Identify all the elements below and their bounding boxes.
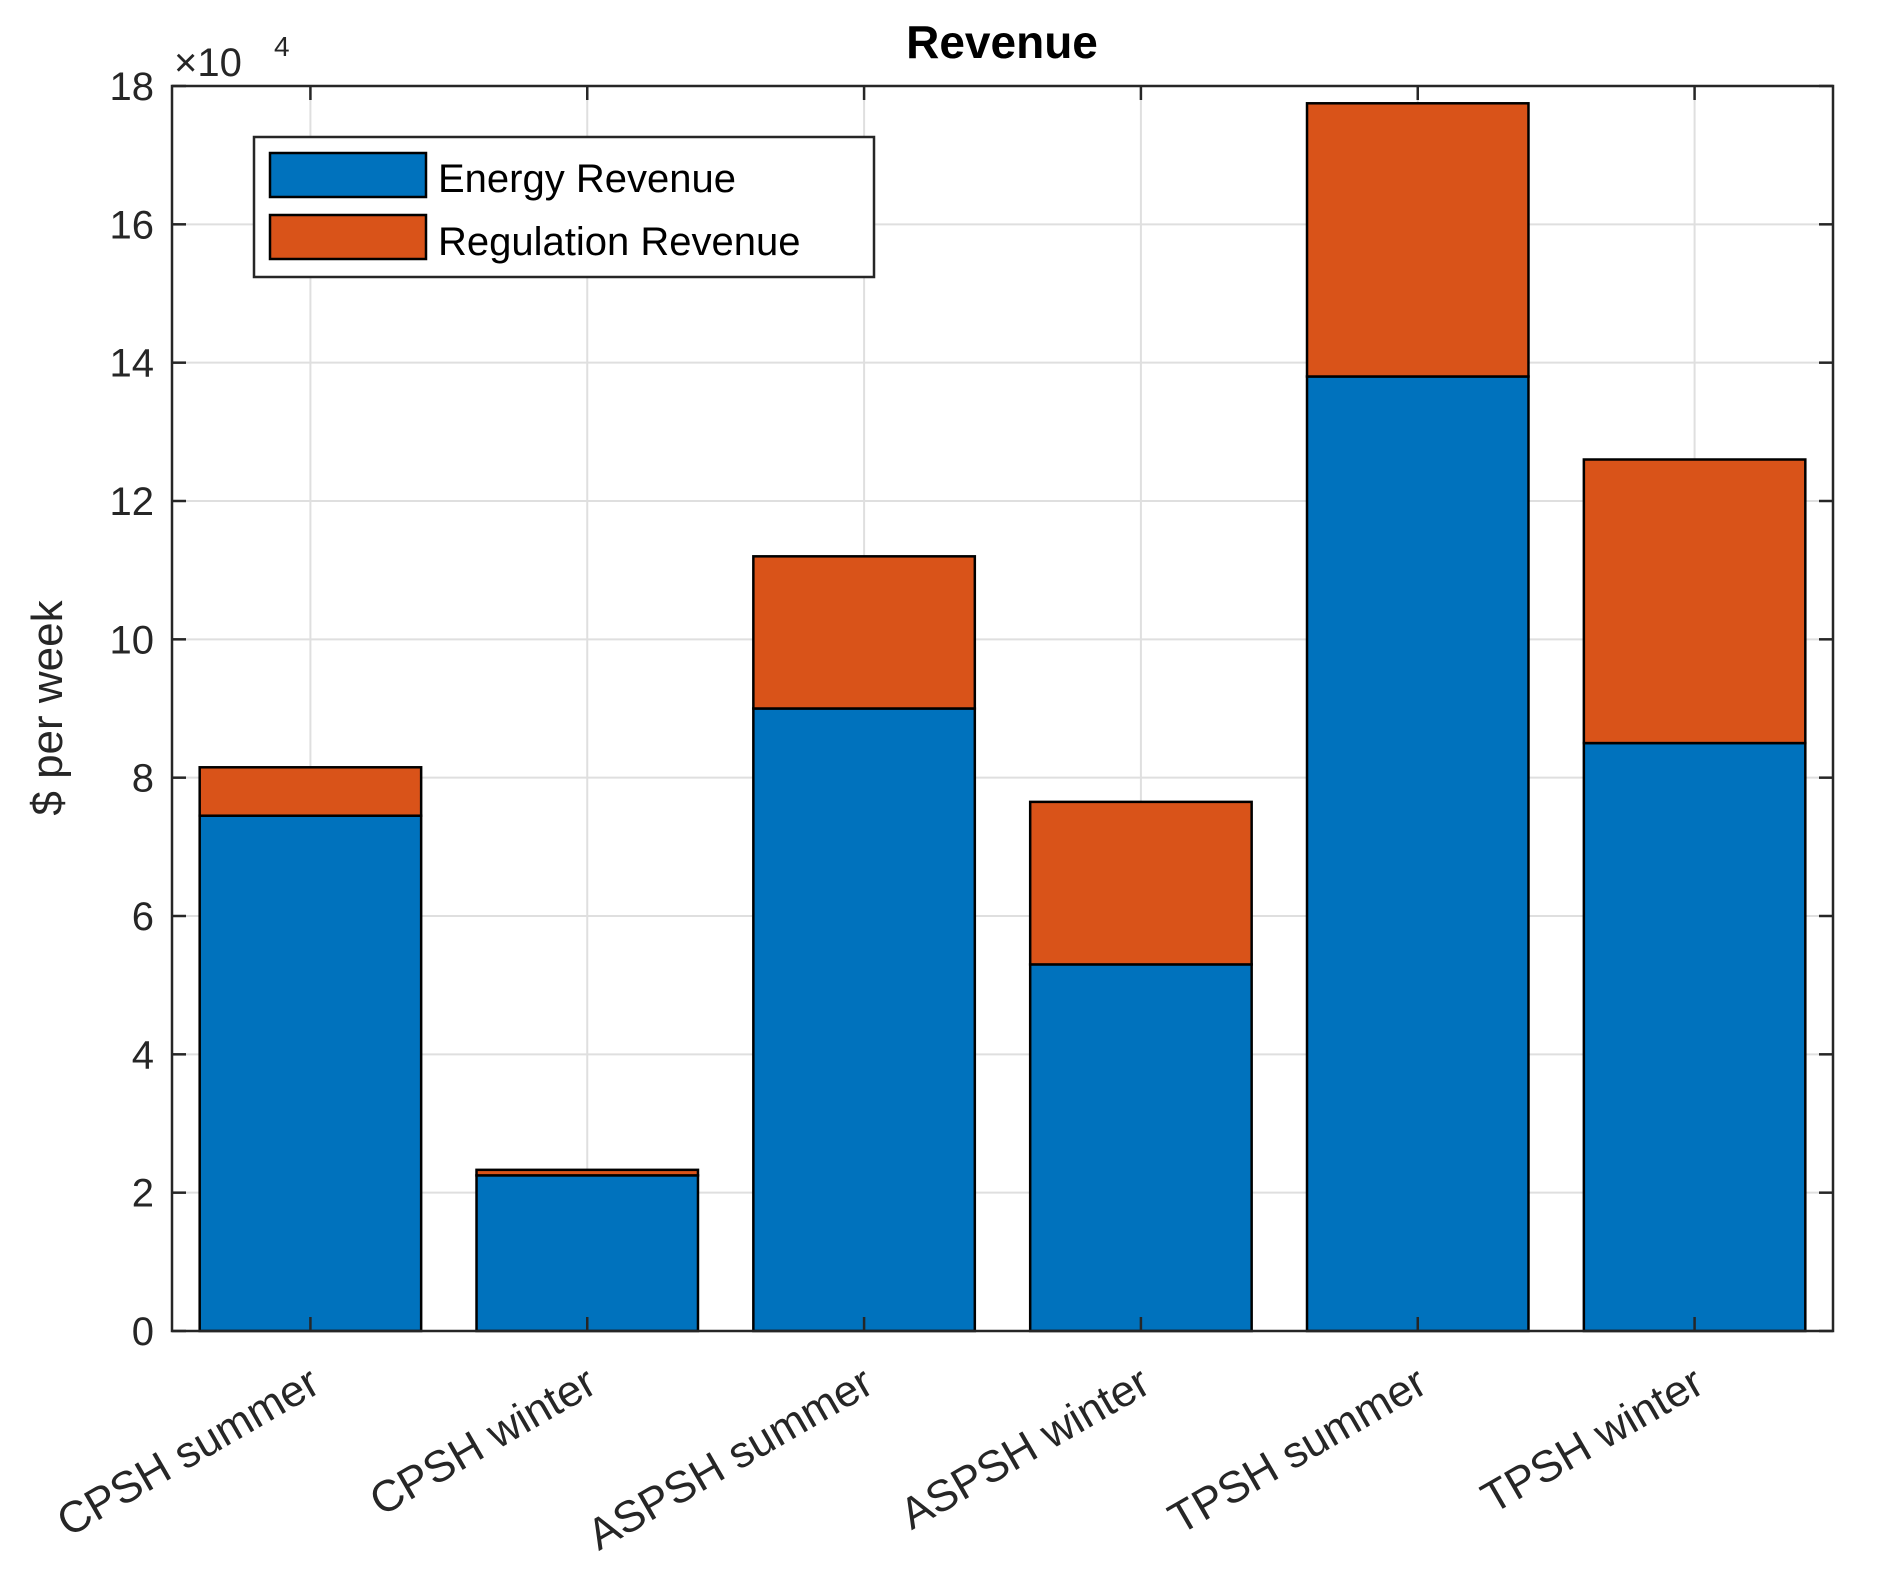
bar-regulation-revenue <box>1305 102 1530 378</box>
y-tick-label: 12 <box>110 480 155 524</box>
plot-frame <box>170 84 1835 1333</box>
y-tick-label: 2 <box>132 1172 154 1216</box>
x-tick-label: CPSH summer <box>49 1357 328 1546</box>
legend-swatch-energy-revenue <box>268 151 428 199</box>
x-tick-label: ASPSH winter <box>892 1357 1158 1539</box>
bar-regulation-revenue <box>1582 458 1807 745</box>
bar-regulation-revenue <box>752 555 977 710</box>
tick-marks <box>172 84 1833 1333</box>
chart-title: Revenue <box>906 16 1098 68</box>
y-tick-label: 6 <box>132 895 154 939</box>
bar-regulation-revenue <box>1028 800 1253 966</box>
bar-energy-revenue <box>752 707 977 1333</box>
legend-swatch-regulation-revenue <box>268 213 428 261</box>
y-axis-label: $ per week <box>23 599 72 815</box>
y-tick-label: 10 <box>110 618 155 662</box>
x-tick-label: TPSH winter <box>1473 1357 1711 1523</box>
y-tick-label: 18 <box>110 65 155 109</box>
legend-label-regulation-revenue: Regulation Revenue <box>438 220 800 264</box>
y-tick-label: 0 <box>132 1310 154 1354</box>
bar-energy-revenue <box>1028 963 1253 1333</box>
y-exponent-power: 4 <box>274 31 290 62</box>
legend[interactable]: Energy Revenue Regulation Revenue <box>252 135 876 279</box>
x-tick-label: TPSH summer <box>1160 1357 1434 1544</box>
x-tick-label: ASPSH summer <box>579 1357 881 1560</box>
y-tick-label: 16 <box>110 203 155 247</box>
bar-energy-revenue <box>1582 741 1807 1333</box>
plot-background <box>172 86 1833 1331</box>
bar-energy-revenue <box>1305 375 1530 1333</box>
bar-energy-revenue <box>475 1174 700 1333</box>
legend-label-energy-revenue: Energy Revenue <box>438 157 736 201</box>
bars <box>198 102 1807 1333</box>
bar-regulation-revenue <box>475 1168 700 1177</box>
x-tick-label: CPSH winter <box>362 1357 605 1525</box>
bar-regulation-revenue <box>198 766 423 817</box>
bar-energy-revenue <box>198 814 423 1333</box>
y-exponent-multiplier: ×10 <box>174 41 242 85</box>
y-tick-label: 8 <box>132 757 154 801</box>
y-tick-labels: 0 2 4 6 8 10 12 14 16 18 <box>110 65 155 1354</box>
y-tick-label: 14 <box>110 342 155 386</box>
y-tick-label: 4 <box>132 1033 154 1077</box>
